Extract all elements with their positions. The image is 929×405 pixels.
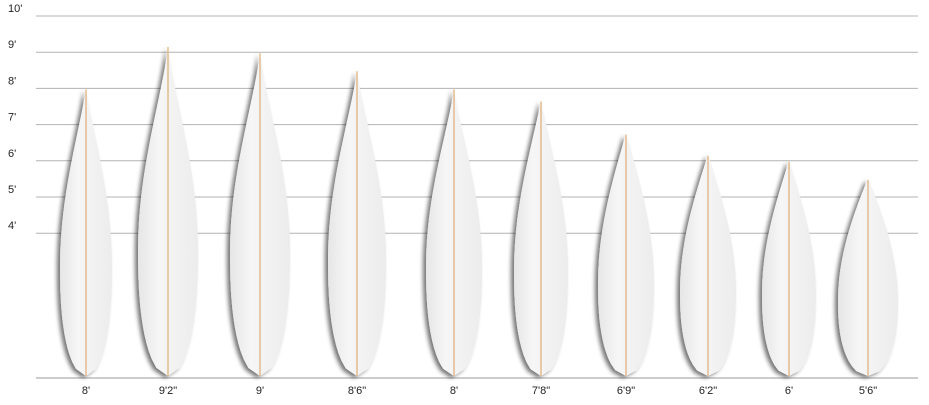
board-length-label: 6'2" [699,385,717,397]
scale-label: 8' [8,75,16,87]
scale-label: 6' [8,148,16,160]
surfboard [230,52,290,376]
surfboard [328,70,386,377]
board-length-label: 9'2" [159,385,177,397]
scale-label: 9' [8,39,16,51]
scale-label: 7' [8,112,16,124]
surfboard [514,100,568,376]
surfboard [762,160,816,376]
board-length-label: 8' [450,385,458,397]
boards-group [60,46,898,377]
surfboard [598,133,654,376]
board-length-label: 8'6" [348,385,366,397]
board-length-label: 8' [82,385,90,397]
scale-label: 5' [8,184,16,196]
surfboard [680,154,736,376]
scale-label: 10' [8,3,22,15]
board-length-label: 7'8" [532,385,550,397]
board-length-label: 6'9" [617,385,635,397]
surfboard [60,88,112,377]
surfboard [138,46,198,377]
surfboard [838,178,898,376]
board-length-label: 6' [785,385,793,397]
board-length-label: 5'6" [859,385,877,397]
board-length-label: 9' [256,385,264,397]
board-labels-group: 8' 9'2" 9' 8'6" 8' 7'8" 6'9" 6'2" 6' 5'6" [82,385,877,397]
scale-label: 4' [8,220,16,232]
surfboard [426,88,482,377]
